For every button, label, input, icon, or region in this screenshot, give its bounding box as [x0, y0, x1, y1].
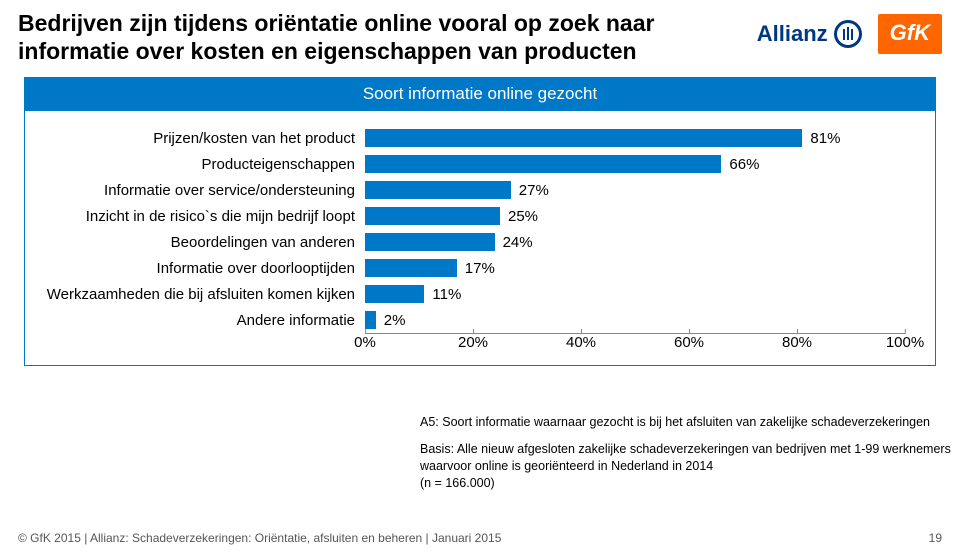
- chart-plot-area: 81%66%27%25%24%17%11%2% 0%20%40%60%80%10…: [365, 125, 915, 359]
- chart-x-tick: 100%: [886, 334, 924, 351]
- chart-category-label: Andere informatie: [45, 307, 365, 333]
- note-n: (n = 166.000): [420, 475, 954, 492]
- chart-x-tick: 40%: [566, 334, 596, 351]
- chart-bar-row: 81%: [365, 125, 840, 151]
- chart-x-tick: 60%: [674, 334, 704, 351]
- chart-bar: [365, 155, 721, 173]
- slide: Bedrijven zijn tijdens oriëntatie online…: [0, 0, 960, 553]
- chart-body: Prijzen/kosten van het productProducteig…: [25, 111, 935, 365]
- chart-container: Soort informatie online gezocht Prijzen/…: [24, 77, 936, 366]
- chart-category-label: Werkzaamheden die bij afsluiten komen ki…: [45, 281, 365, 307]
- chart-notes: A5: Soort informatie waarnaar gezocht is…: [420, 414, 954, 492]
- chart-title: Soort informatie online gezocht: [25, 78, 935, 111]
- chart-bars: 81% 66% 27% 25% 24% 17%11% 2%: [365, 125, 905, 333]
- slide-footer: © GfK 2015 | Allianz: Schadeverzekeringe…: [18, 531, 942, 545]
- chart-value-label: 27%: [519, 182, 549, 199]
- chart-category-label: Inzicht in de risico`s die mijn bedrijf …: [45, 203, 365, 229]
- footer-page-number: 19: [929, 531, 942, 545]
- chart-value-label: 11%: [432, 286, 461, 303]
- chart-x-tick: 80%: [782, 334, 812, 351]
- chart-bar: [365, 129, 802, 147]
- chart-bar: [365, 233, 495, 251]
- chart-bar-row: 11%: [365, 281, 461, 307]
- chart-category-label: Informatie over doorlooptijden: [45, 255, 365, 281]
- chart-bar: [365, 311, 376, 329]
- footer-copyright: © GfK 2015 | Allianz: Schadeverzekeringe…: [18, 531, 501, 545]
- chart-bar-row: 25%: [365, 203, 538, 229]
- chart-category-label: Prijzen/kosten van het product: [45, 125, 365, 151]
- chart-category-label: Producteigenschappen: [45, 151, 365, 177]
- chart-x-tick: 0%: [354, 334, 376, 351]
- note-basis: Basis: Alle nieuw afgesloten zakelijke s…: [420, 441, 954, 475]
- chart-value-label: 17%: [465, 260, 495, 277]
- chart-bar: [365, 207, 500, 225]
- chart-value-label: 2%: [384, 312, 406, 329]
- slide-title: Bedrijven zijn tijdens oriëntatie online…: [18, 10, 757, 65]
- chart-category-label: Beoordelingen van anderen: [45, 229, 365, 255]
- allianz-text: Allianz: [757, 21, 828, 47]
- chart-bar-row: 17%: [365, 255, 495, 281]
- chart-x-axis: 0%20%40%60%80%100%: [365, 333, 905, 359]
- chart-bar-row: 2%: [365, 307, 405, 333]
- chart-category-labels: Prijzen/kosten van het productProducteig…: [45, 125, 365, 359]
- chart-bar: [365, 259, 457, 277]
- chart-value-label: 25%: [508, 208, 538, 225]
- chart-value-label: 24%: [503, 234, 533, 251]
- chart-bar-row: 24%: [365, 229, 533, 255]
- chart-x-tick: 20%: [458, 334, 488, 351]
- logo-group: Allianz GfK: [757, 10, 942, 54]
- note-question: A5: Soort informatie waarnaar gezocht is…: [420, 414, 954, 431]
- chart-bar: [365, 285, 424, 303]
- slide-header: Bedrijven zijn tijdens oriëntatie online…: [0, 0, 960, 65]
- chart-value-label: 81%: [810, 130, 840, 147]
- chart-bar-row: 27%: [365, 177, 549, 203]
- chart-category-label: Informatie over service/ondersteuning: [45, 177, 365, 203]
- chart-bar: [365, 181, 511, 199]
- chart-value-label: 66%: [729, 156, 759, 173]
- chart-bar-row: 66%: [365, 151, 759, 177]
- gfk-logo: GfK: [878, 14, 942, 54]
- allianz-icon: [834, 20, 862, 48]
- allianz-logo: Allianz: [757, 20, 862, 48]
